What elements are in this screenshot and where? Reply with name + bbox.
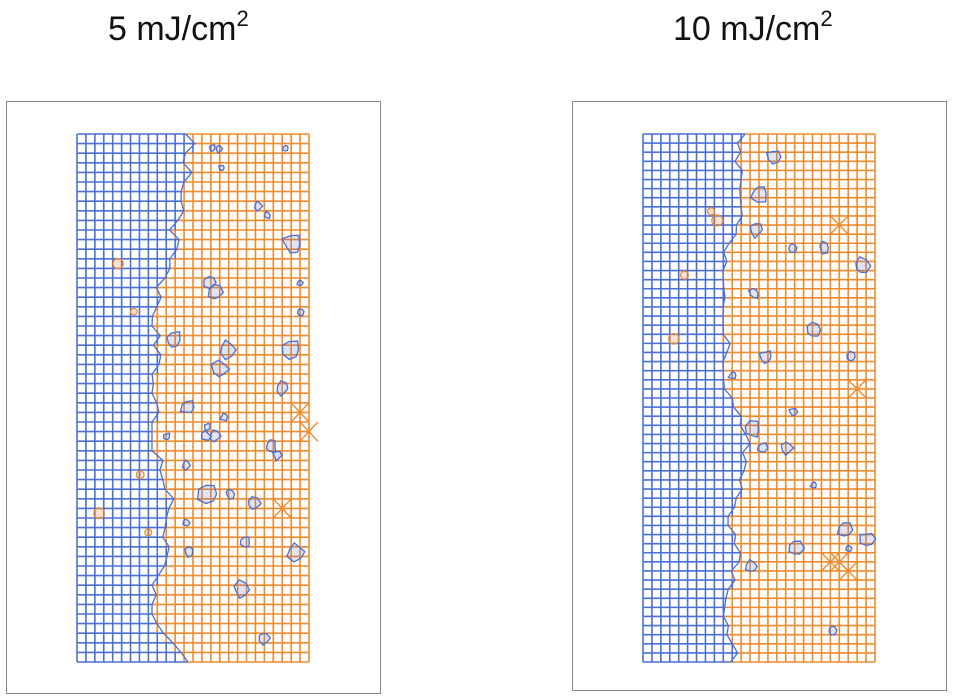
blue-island	[296, 279, 305, 287]
orange-speck	[706, 207, 716, 216]
blue-island	[215, 144, 224, 154]
orange-mesh-region	[722, 133, 876, 663]
blue-island	[247, 495, 262, 510]
blue-island	[258, 632, 272, 646]
blue-island	[788, 407, 799, 417]
orange-speck	[135, 470, 145, 480]
mesh-plot-10-mj	[642, 133, 877, 663]
blue-island	[219, 412, 229, 422]
interface-contour	[151, 133, 196, 663]
blue-island	[264, 210, 271, 220]
panel-title-5-mj: 5 mJ/cm2	[108, 6, 249, 48]
orange-speck	[711, 214, 724, 227]
blue-island	[225, 488, 236, 500]
blue-island	[765, 150, 782, 165]
blue-island	[286, 541, 306, 563]
blue-island	[756, 442, 769, 453]
orange-speck	[129, 307, 138, 316]
blue-island	[855, 255, 872, 274]
blue-island	[163, 432, 171, 441]
blue-island	[809, 481, 817, 489]
blue-island	[203, 423, 211, 432]
blue-islands	[163, 144, 306, 646]
blue-island	[744, 558, 759, 572]
distorted-cell	[847, 379, 867, 399]
interface-contour	[722, 133, 751, 663]
blue-island	[218, 164, 225, 172]
blue-island	[276, 379, 289, 397]
blue-island	[836, 522, 854, 537]
blue-island	[271, 450, 283, 463]
blue-island	[828, 625, 838, 636]
blue-island	[281, 234, 301, 254]
blue-island	[254, 200, 264, 213]
orange-speck	[679, 270, 689, 280]
blue-island	[845, 544, 853, 553]
blue-island	[210, 359, 231, 378]
blue-island	[203, 275, 217, 290]
blue-island	[239, 536, 250, 548]
panel-title-10-mj: 10 mJ/cm2	[673, 6, 833, 48]
blue-island	[233, 579, 251, 599]
blue-island	[181, 459, 191, 472]
blue-islands	[727, 150, 877, 636]
blue-island	[758, 350, 772, 365]
blue-island	[749, 223, 764, 240]
blue-island	[788, 540, 806, 555]
blue-island	[207, 283, 225, 300]
blue-island	[297, 307, 305, 317]
blue-island	[281, 144, 289, 152]
blue-island	[209, 429, 222, 443]
distorted-cell	[299, 421, 319, 442]
distorted-cell	[290, 402, 310, 423]
distorted-cell	[820, 552, 840, 572]
blue-island	[200, 429, 213, 441]
blue-island	[281, 340, 300, 361]
blue-island	[182, 518, 191, 527]
blue-island	[744, 420, 759, 439]
blue-mesh-region	[642, 133, 751, 663]
blue-island	[780, 441, 795, 457]
blue-island	[179, 400, 195, 414]
blue-island	[819, 240, 829, 255]
blue-island	[747, 287, 759, 300]
blue-mesh-region	[76, 133, 195, 663]
blue-island	[806, 321, 822, 337]
mesh-plot-5-mj	[76, 133, 319, 663]
distorted-cell	[829, 215, 849, 235]
mesh-frame-10-mj	[572, 101, 947, 691]
blue-island	[208, 144, 216, 153]
blue-island	[749, 186, 767, 203]
blue-island	[220, 339, 237, 361]
distorted-cell	[272, 498, 292, 519]
blue-island	[166, 330, 181, 348]
mesh-frame-5-mj	[6, 101, 381, 694]
blue-island	[727, 371, 737, 380]
blue-island	[184, 546, 194, 559]
blue-island	[788, 242, 798, 254]
orange-speck	[668, 332, 680, 345]
blue-island	[196, 484, 218, 505]
blue-island	[265, 438, 277, 453]
orange-speck	[93, 507, 105, 520]
blue-island	[846, 350, 856, 362]
blue-island	[859, 532, 877, 547]
distorted-cell	[829, 552, 849, 572]
orange-speck	[144, 528, 153, 537]
orange-speck	[112, 257, 124, 270]
